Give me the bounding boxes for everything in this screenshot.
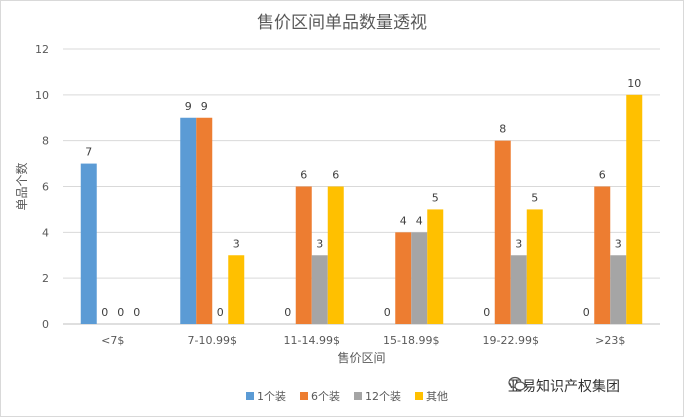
legend-label: 6个装 xyxy=(311,390,340,403)
y-tick-label: 10 xyxy=(35,89,49,102)
data-label: 3 xyxy=(233,237,240,250)
data-label: 9 xyxy=(201,100,208,113)
wechat-icon xyxy=(508,376,526,391)
data-label: 3 xyxy=(316,237,323,250)
bar xyxy=(80,163,97,324)
bar xyxy=(510,255,527,324)
legend-label: 12个装 xyxy=(365,390,401,403)
bar xyxy=(327,186,344,324)
legend-item: 12个装 xyxy=(354,388,401,404)
legend-item: 6个装 xyxy=(300,388,340,404)
bar xyxy=(494,140,511,324)
legend-label: 1个装 xyxy=(257,390,286,403)
data-label: 6 xyxy=(300,169,307,182)
watermark: 亚易知识产权集团 xyxy=(508,376,620,396)
data-label: 3 xyxy=(515,237,522,250)
legend-label: 其他 xyxy=(426,390,448,403)
data-label: 7 xyxy=(85,146,92,159)
bar xyxy=(411,232,428,324)
bar xyxy=(295,186,312,324)
legend: 1个装 6个装 12个装 其他 xyxy=(246,388,448,404)
y-axis-title: 单品个数 xyxy=(14,162,29,210)
bar xyxy=(610,255,627,324)
y-tick-label: 4 xyxy=(42,226,49,239)
data-label: 0 xyxy=(284,306,291,319)
data-label: 5 xyxy=(432,191,439,204)
data-label: 0 xyxy=(101,306,108,319)
data-label: 6 xyxy=(332,169,339,182)
x-tick-label: 15-18.99$ xyxy=(383,334,439,347)
bar xyxy=(311,255,328,324)
data-label: 0 xyxy=(133,306,140,319)
x-tick-label: <7$ xyxy=(101,334,124,347)
y-tick-label: 2 xyxy=(42,272,49,285)
bar xyxy=(594,186,611,324)
y-tick-label: 12 xyxy=(35,43,49,56)
bar xyxy=(395,232,412,324)
bar xyxy=(427,209,444,324)
data-label: 4 xyxy=(400,214,407,227)
data-label: 9 xyxy=(185,100,192,113)
data-label: 0 xyxy=(217,306,224,319)
x-axis-title: 售价区间 xyxy=(337,350,385,365)
y-tick-label: 0 xyxy=(42,318,49,331)
bar xyxy=(228,255,245,324)
bar xyxy=(196,117,213,324)
bar xyxy=(180,117,197,324)
data-label: 4 xyxy=(416,214,423,227)
data-label: 0 xyxy=(384,306,391,319)
data-label: 0 xyxy=(483,306,490,319)
data-label: 3 xyxy=(615,237,622,250)
x-tick-label: 11-14.99$ xyxy=(284,334,340,347)
legend-item: 其他 xyxy=(415,388,448,404)
watermark-text: 亚易知识产权集团 xyxy=(508,379,620,395)
legend-swatch xyxy=(354,392,362,400)
legend-swatch xyxy=(415,392,423,400)
data-label: 0 xyxy=(583,306,590,319)
y-tick-label: 8 xyxy=(42,135,49,148)
data-label: 6 xyxy=(599,169,606,182)
chart-title: 售价区间单品数量透视 xyxy=(257,13,427,33)
data-label: 8 xyxy=(499,123,506,136)
x-tick-label: 7-10.99$ xyxy=(188,334,237,347)
x-tick-label: >23$ xyxy=(595,334,625,347)
legend-swatch xyxy=(300,392,308,400)
data-label: 0 xyxy=(117,306,124,319)
bar xyxy=(526,209,543,324)
data-label: 5 xyxy=(531,191,538,204)
x-tick-label: 19-22.99$ xyxy=(483,334,539,347)
bar xyxy=(626,94,643,324)
y-tick-label: 6 xyxy=(42,181,49,194)
legend-swatch xyxy=(246,392,254,400)
data-label: 10 xyxy=(627,77,641,90)
legend-item: 1个装 xyxy=(246,388,286,404)
